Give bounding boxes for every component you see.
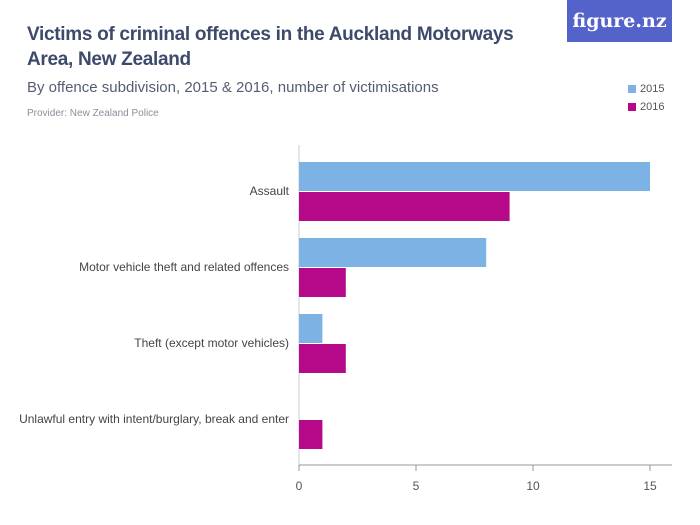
chart-subtitle: By offence subdivision, 2015 & 2016, num… [27,79,439,96]
x-tick-label: 0 [296,479,303,493]
category-label: Motor vehicle theft and related offences [79,260,289,274]
legend-label: 2016 [640,101,665,113]
bar-2015 [299,162,650,191]
bar-2016 [299,268,346,297]
bar-2015 [299,238,487,267]
legend-swatch-2016 [628,103,636,111]
figure-nz-logo[interactable]: figure.nz [567,0,672,42]
legend-item-2015: 2015 [628,83,664,95]
bar-2015 [299,314,323,343]
provider-note: Provider: New Zealand Police [27,108,159,119]
legend-label: 2015 [640,83,665,95]
bar-2016 [299,344,346,373]
x-tick-label: 15 [643,479,657,493]
bar-2016 [299,420,323,449]
chart-title: Victims of criminal offences in the Auck… [27,24,514,70]
x-tick-label: 5 [413,479,420,493]
x-tick-label: 10 [526,479,540,493]
category-label: Theft (except motor vehicles) [134,336,289,350]
category-label: Assault [250,184,290,198]
category-label: Unlawful entry with intent/burglary, bre… [19,412,289,426]
bar-2016 [299,192,510,221]
legend-swatch-2015 [628,85,636,93]
legend-item-2016: 2016 [628,101,664,113]
